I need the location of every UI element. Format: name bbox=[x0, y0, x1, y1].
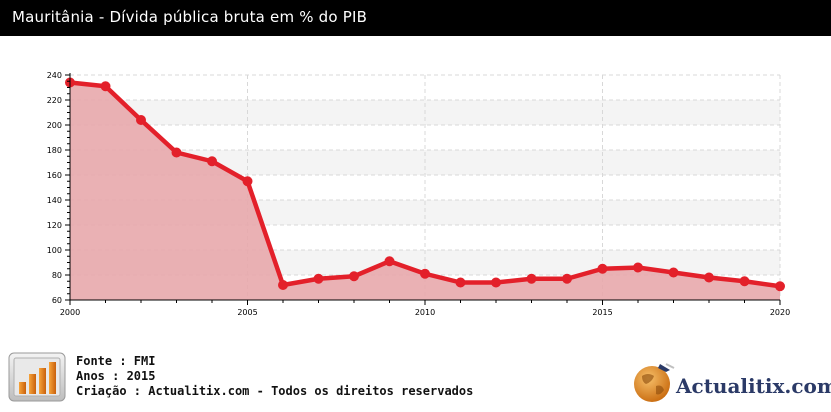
data-point bbox=[455, 277, 466, 288]
data-point bbox=[313, 273, 324, 284]
data-point bbox=[349, 271, 359, 282]
x-tick-label: 2015 bbox=[592, 308, 612, 317]
x-tick-label: 2020 bbox=[770, 308, 790, 317]
data-point bbox=[100, 81, 111, 92]
page-title: Mauritânia - Dívida pública bruta em % d… bbox=[12, 8, 368, 26]
y-tick-label: 100 bbox=[47, 246, 62, 255]
credit-line: Criação : Actualitix.com - Todos os dire… bbox=[76, 384, 474, 398]
source-line: Fonte : FMI bbox=[76, 354, 156, 368]
footer: Fonte : FMI Anos : 2015 Criação : Actual… bbox=[0, 346, 831, 412]
debt-chart: 60 80 100 120 140 160 180 200 220 240 2000 2005 2010… bbox=[47, 71, 790, 317]
data-point bbox=[704, 272, 714, 283]
data-point bbox=[171, 147, 182, 158]
data-point bbox=[562, 273, 572, 284]
data-point bbox=[384, 256, 395, 267]
data-point bbox=[278, 280, 288, 290]
source-info: Fonte : FMI Anos : 2015 Criação : Actual… bbox=[76, 354, 473, 399]
data-point bbox=[633, 262, 643, 273]
y-tick-label: 160 bbox=[47, 171, 62, 180]
series-area bbox=[70, 82, 780, 300]
title-bar: Mauritânia - Dívida pública bruta em % d… bbox=[0, 0, 831, 36]
data-point bbox=[242, 176, 253, 187]
data-point bbox=[597, 263, 608, 274]
y-tick-label: 60 bbox=[52, 296, 62, 305]
bar-chart-icon bbox=[8, 352, 66, 402]
years-line: Anos : 2015 bbox=[76, 369, 156, 383]
y-tick-label: 220 bbox=[47, 96, 62, 105]
brand-logo-text: Actualitix.com bbox=[676, 374, 831, 398]
y-tick-label: 200 bbox=[47, 121, 62, 130]
y-tick-label: 80 bbox=[52, 271, 62, 280]
x-tick-label: 2005 bbox=[237, 308, 257, 317]
data-point bbox=[668, 267, 679, 278]
data-point bbox=[526, 273, 537, 284]
data-point bbox=[775, 281, 785, 292]
x-tick-label: 2010 bbox=[415, 308, 435, 317]
data-point bbox=[739, 276, 750, 287]
globe-icon bbox=[634, 363, 675, 402]
y-tick-label: 240 bbox=[47, 71, 62, 80]
data-point bbox=[136, 115, 146, 125]
x-tick-label: 2000 bbox=[60, 308, 80, 317]
y-tick-label: 180 bbox=[47, 146, 62, 155]
y-tick-label: 120 bbox=[47, 221, 62, 230]
data-point bbox=[207, 156, 217, 167]
data-point bbox=[420, 268, 430, 279]
data-point bbox=[491, 277, 501, 288]
y-tick-label: 140 bbox=[47, 196, 62, 205]
